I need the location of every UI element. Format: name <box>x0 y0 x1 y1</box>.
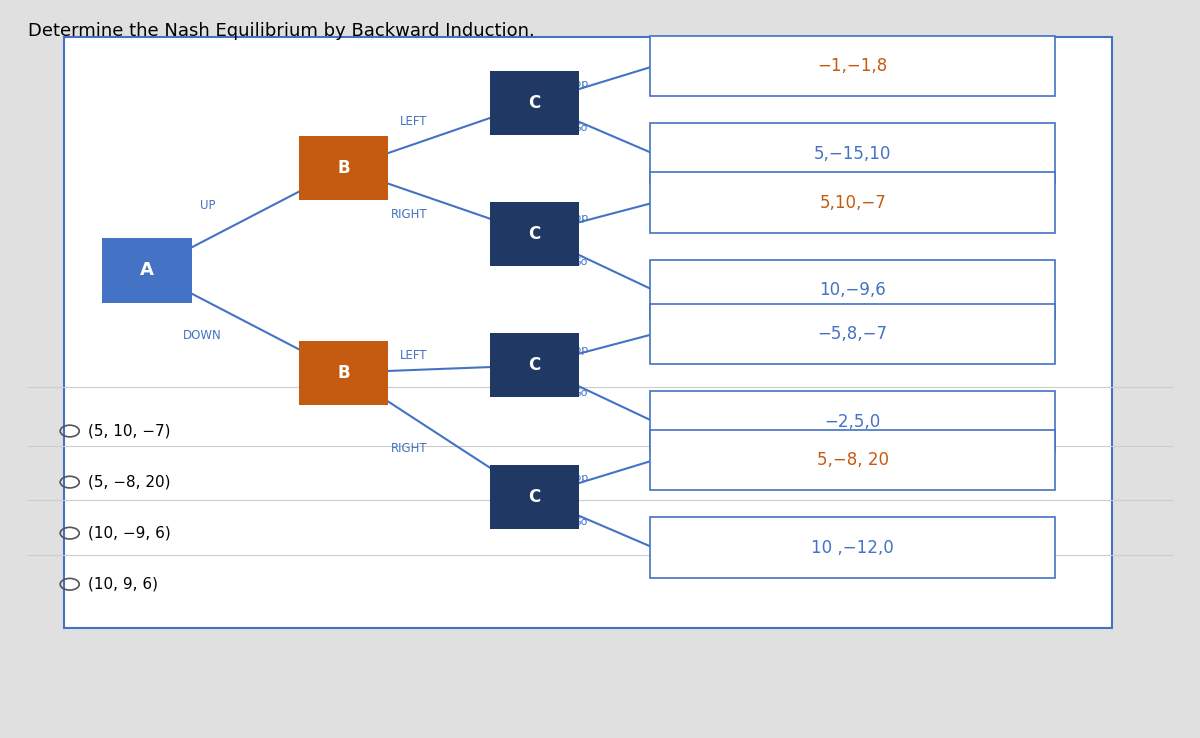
Text: −5,8,−7: −5,8,−7 <box>817 325 888 343</box>
Text: B: B <box>337 364 350 382</box>
FancyBboxPatch shape <box>650 173 1055 233</box>
FancyBboxPatch shape <box>650 260 1055 320</box>
Text: C: C <box>528 225 540 243</box>
FancyBboxPatch shape <box>299 137 389 201</box>
Text: (10, −9, 6): (10, −9, 6) <box>88 525 170 541</box>
Text: Go: Go <box>572 123 588 134</box>
Text: 5,−8, 20: 5,−8, 20 <box>817 451 889 469</box>
Text: Go: Go <box>572 388 588 399</box>
Text: LEFT: LEFT <box>400 115 427 128</box>
Text: C: C <box>528 488 540 506</box>
Text: 5,−15,10: 5,−15,10 <box>814 145 892 163</box>
Text: −2,5,0: −2,5,0 <box>824 413 881 430</box>
Text: C: C <box>528 94 540 111</box>
Text: RIGHT: RIGHT <box>390 208 427 221</box>
Text: Stop: Stop <box>563 80 588 89</box>
Text: 10,−9,6: 10,−9,6 <box>820 281 886 299</box>
FancyBboxPatch shape <box>490 334 580 398</box>
Text: Go: Go <box>572 257 588 267</box>
Text: UP: UP <box>200 199 216 212</box>
Text: C: C <box>528 356 540 374</box>
FancyBboxPatch shape <box>650 391 1055 452</box>
Text: 5,10,−7: 5,10,−7 <box>820 193 886 212</box>
FancyBboxPatch shape <box>102 238 192 303</box>
FancyBboxPatch shape <box>650 304 1055 365</box>
Text: −1,−1,8: −1,−1,8 <box>817 57 888 75</box>
Text: LEFT: LEFT <box>400 348 427 362</box>
Text: RIGHT: RIGHT <box>390 442 427 455</box>
FancyBboxPatch shape <box>64 37 1112 628</box>
FancyBboxPatch shape <box>490 465 580 529</box>
Text: (5, 10, −7): (5, 10, −7) <box>88 424 170 438</box>
FancyBboxPatch shape <box>299 340 389 404</box>
Text: Determine the Nash Equilibrium by Backward Induction.: Determine the Nash Equilibrium by Backwa… <box>28 22 535 41</box>
Text: A: A <box>140 261 154 280</box>
Text: Go: Go <box>572 517 588 527</box>
FancyBboxPatch shape <box>490 71 580 135</box>
Text: Stop: Stop <box>563 213 588 224</box>
Text: B: B <box>337 159 350 177</box>
FancyBboxPatch shape <box>650 123 1055 184</box>
Text: Stop: Stop <box>563 345 588 355</box>
Text: (5, −8, 20): (5, −8, 20) <box>88 475 170 489</box>
FancyBboxPatch shape <box>490 202 580 266</box>
Text: Stop: Stop <box>563 474 588 483</box>
FancyBboxPatch shape <box>650 430 1055 491</box>
FancyBboxPatch shape <box>650 517 1055 578</box>
Text: DOWN: DOWN <box>182 329 222 342</box>
FancyBboxPatch shape <box>650 36 1055 97</box>
Text: 10 ,−12,0: 10 ,−12,0 <box>811 539 894 556</box>
Text: (10, 9, 6): (10, 9, 6) <box>88 577 157 592</box>
